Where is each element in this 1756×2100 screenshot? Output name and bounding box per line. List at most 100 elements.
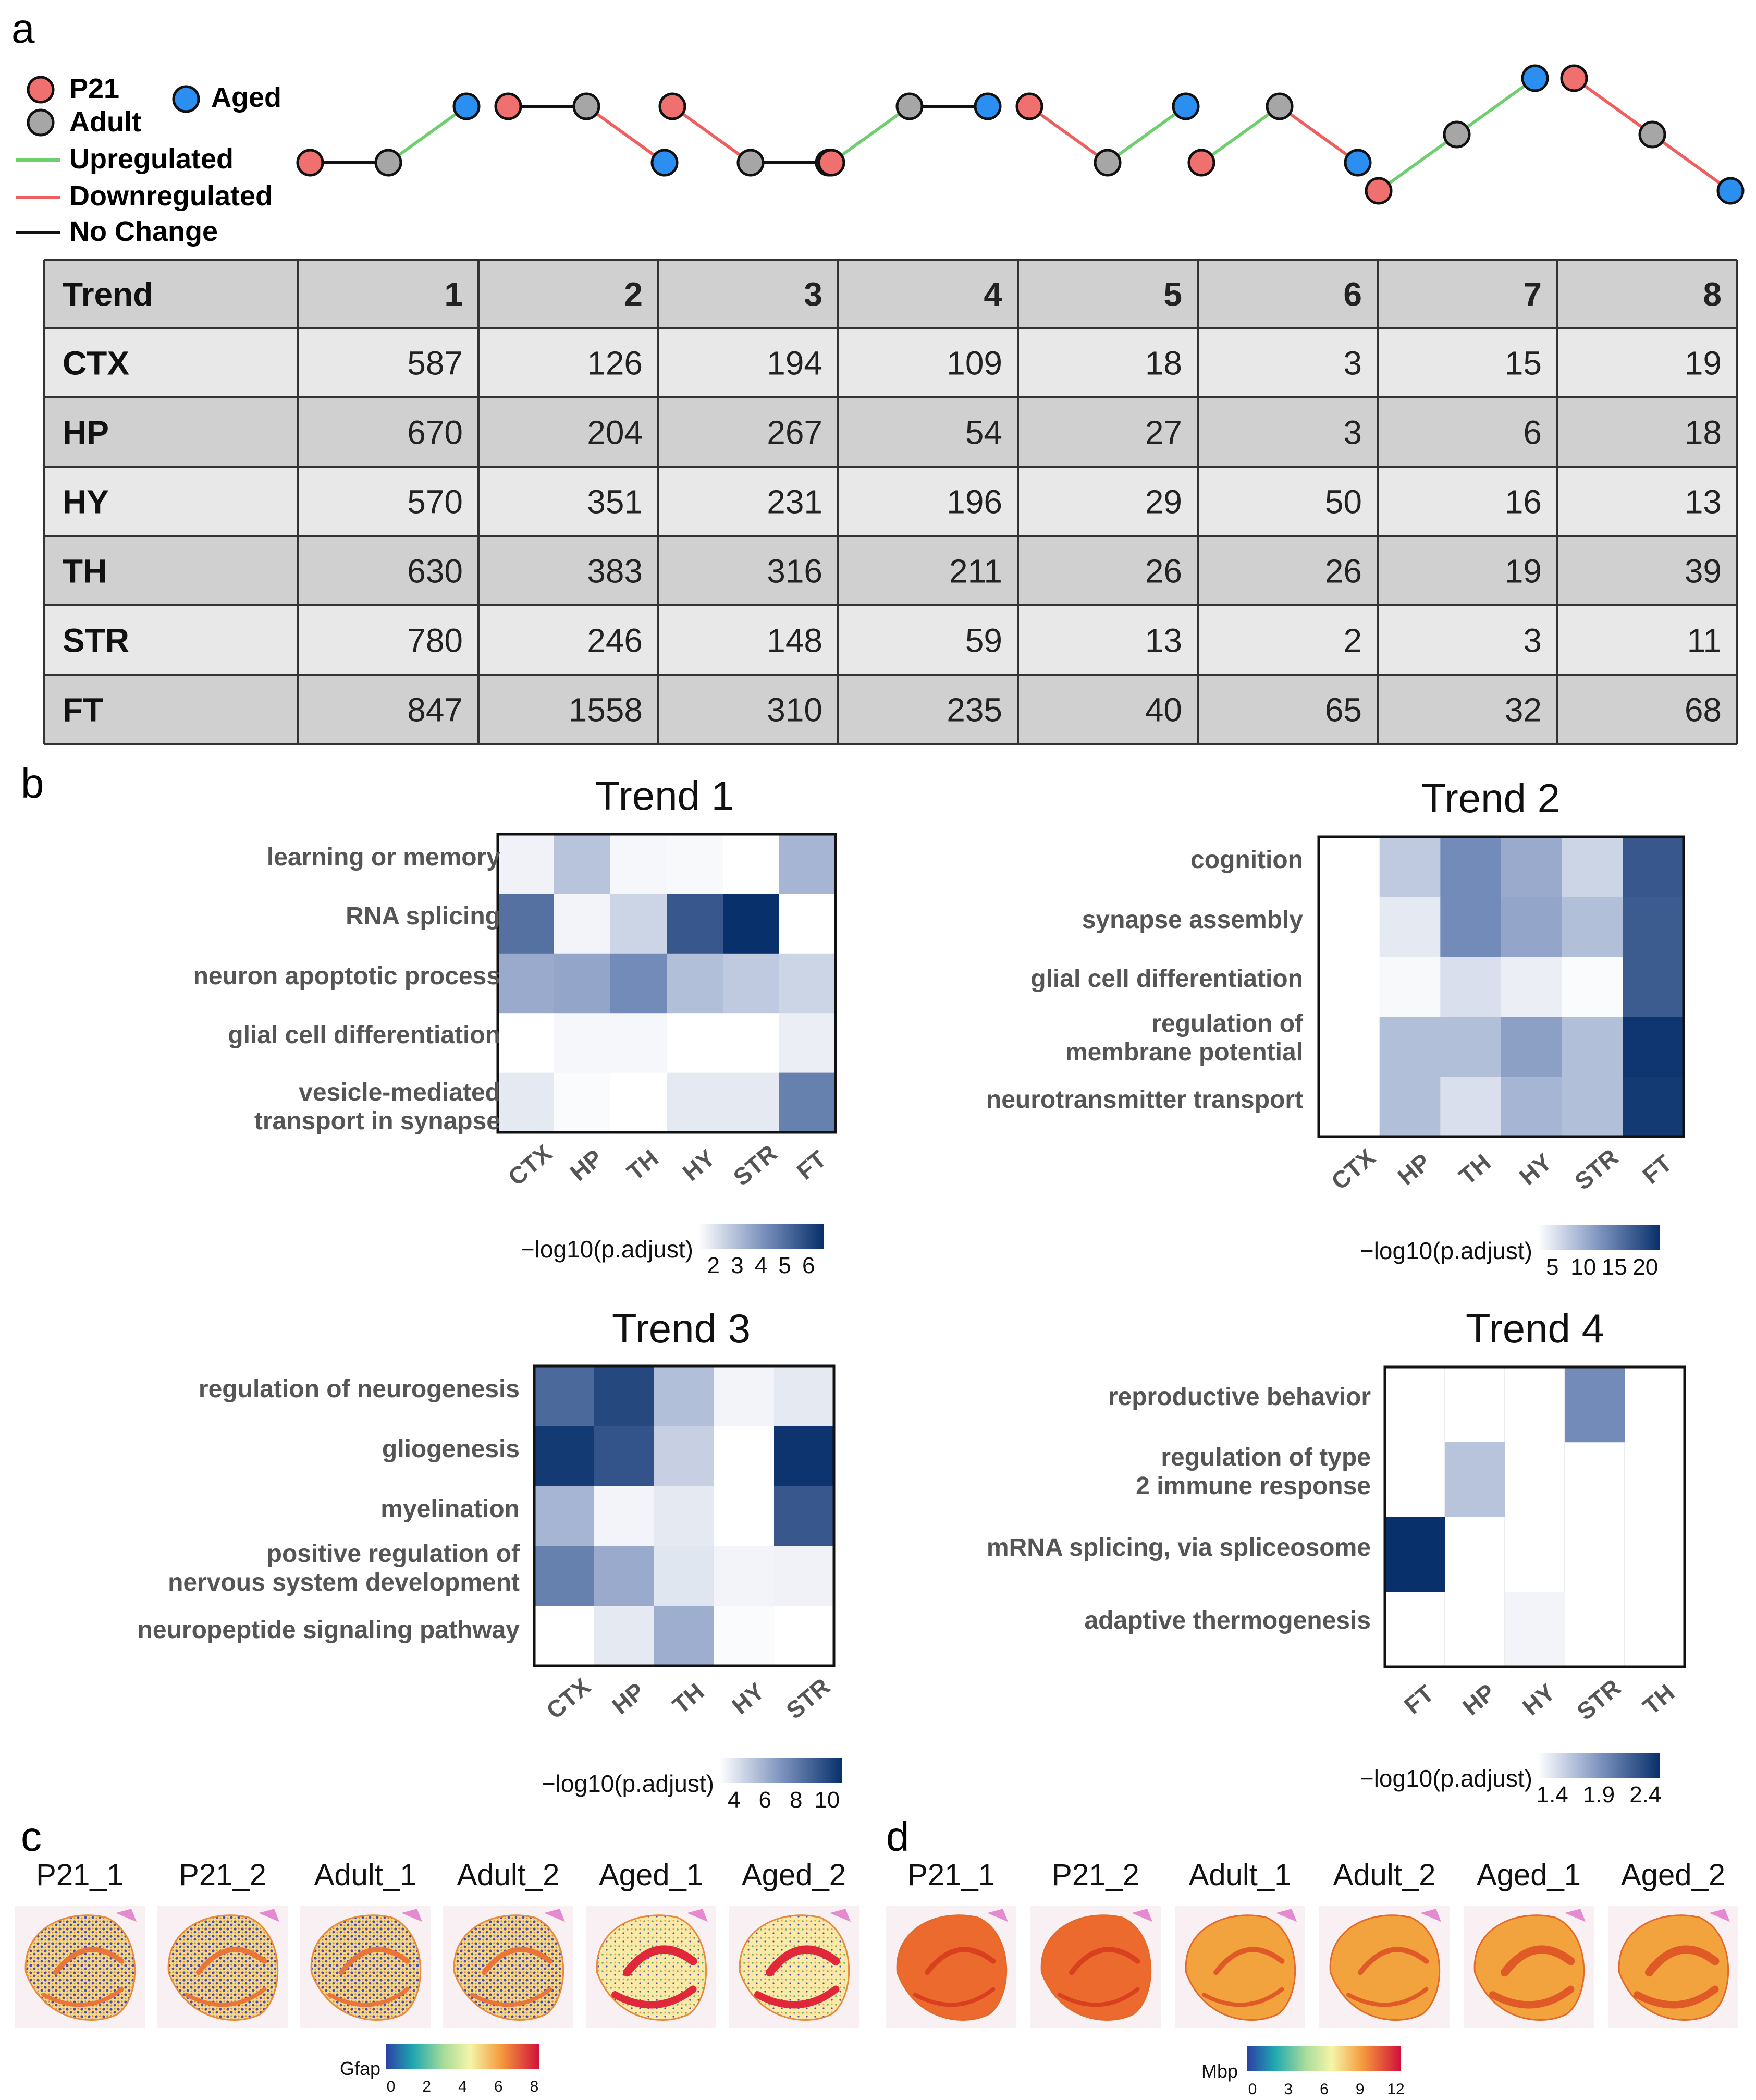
heatmap-4: Trend 4 reproductive behavior regulation o… [987, 1305, 1686, 1808]
spatial-colorbar-tick: 8 [530, 2078, 539, 2095]
table-header-cell: 4 [984, 276, 1002, 313]
edge-artifact [1276, 1909, 1297, 1922]
edge-artifact [116, 1909, 137, 1922]
adult-dot [1443, 120, 1471, 149]
heatmap-cell [654, 1606, 715, 1666]
ventral-band [185, 1987, 267, 2007]
spatial-sample-label: P21_2 [1052, 1858, 1139, 1892]
ventral-band [1634, 1985, 1719, 2009]
table-header-cell: 1 [444, 276, 463, 313]
heatmap-cell [554, 953, 611, 1014]
p21-dot [296, 149, 324, 177]
table-region-label: HY [63, 483, 109, 521]
colorbar-tick: 2 [707, 1253, 720, 1278]
spatial-sample-gfap-4: Adult_2 [443, 1858, 573, 2028]
heatmap-row-label: reproductive behavior [1108, 1383, 1371, 1411]
heatmap-cell [667, 1013, 723, 1073]
heatmap-cell [1501, 957, 1563, 1017]
heatmap-cell [1319, 1077, 1380, 1137]
colorbar-tick: 5 [1546, 1254, 1558, 1280]
heatmap-col-label: HP [607, 1677, 649, 1719]
colorbar [1538, 1753, 1660, 1778]
heatmap-cell [610, 953, 667, 1014]
spatial-expression-maps: P21_1 P21_2 Adult_1 Adult_2 Aged_1 Aged_2 Gfap… [15, 1858, 1738, 2098]
colorbar-tick: 6 [758, 1787, 771, 1813]
spatial-colorbar-tick: 4 [458, 2078, 467, 2095]
spatial-sample-label: Adult_1 [1189, 1858, 1292, 1892]
colorbar [1538, 1225, 1660, 1250]
trend-glyph-3 [658, 92, 843, 177]
table-row [44, 675, 1737, 744]
trend-glyph-segment [671, 105, 752, 164]
colorbar-tick: 2.4 [1629, 1782, 1661, 1808]
table-cell: 246 [587, 622, 643, 660]
heatmap-cell [779, 1013, 836, 1073]
heatmap-cell [714, 1606, 775, 1666]
spatial-sample-gfap-6: Aged_2 [729, 1858, 859, 2028]
heatmap-cell [610, 834, 667, 894]
heatmap-col-label: CTX [541, 1672, 595, 1724]
heatmap-cell [1501, 837, 1563, 897]
legend-p21-dot [27, 76, 55, 104]
heatmap-cell [654, 1426, 715, 1486]
heatmap-cell [1319, 957, 1380, 1017]
heatmap-row-label: positive regulation of nervous system dev… [168, 1540, 520, 1596]
heatmap-cell [1440, 897, 1502, 957]
adult-dot [572, 92, 600, 120]
heatmap-cell [654, 1366, 715, 1426]
trend-glyph-2 [494, 92, 679, 177]
ventral-band [913, 1987, 996, 2007]
heatmap-cell [594, 1546, 655, 1606]
white-matter-band [482, 1947, 553, 1975]
heatmap-cell [1440, 957, 1502, 1017]
spatial-sample-label: Aged_2 [742, 1858, 846, 1892]
heatmap-cell [1385, 1517, 1445, 1592]
spatial-sample-mbp-1: P21_1 [886, 1858, 1016, 2028]
heatmap-col-label: STR [1569, 1143, 1624, 1195]
heatmap-col-label: STR [728, 1139, 782, 1191]
heatmap-col-label: HP [1457, 1678, 1500, 1720]
heatmap-title: Trend 4 [1466, 1305, 1604, 1351]
table-cell: 15 [1505, 345, 1542, 382]
table-region-label: CTX [63, 345, 129, 382]
p21-dot [658, 92, 686, 120]
trend-count-table: Trend 1 2 3 4 5 6 7 8 CTX 587 126 194 109 18 3 15 19 HP 670… [43, 259, 1738, 745]
heatmap-cell [1379, 1017, 1441, 1077]
spatial-sample-label: Adult_1 [314, 1858, 417, 1892]
colorbar-title: −log10(p.adjust) [542, 1770, 714, 1797]
colorbar-tick: 6 [802, 1253, 815, 1278]
heatmap-col-label: TH [667, 1678, 709, 1719]
heatmap-col-label: HY [678, 1144, 720, 1186]
legend-adult-label: Adult [69, 106, 141, 138]
heatmap-cell [1440, 1017, 1502, 1077]
heatmap-cell [1445, 1442, 1505, 1517]
table-cell: 26 [1145, 553, 1182, 590]
table-cell: 59 [965, 622, 1002, 660]
table-cell: 194 [767, 345, 822, 382]
ventral-band [327, 1987, 410, 2007]
heatmap-col-label: STR [781, 1672, 835, 1724]
table-cell: 26 [1325, 553, 1362, 590]
table-header-cell: 2 [624, 276, 643, 313]
spatial-sample-label: Adult_2 [1333, 1858, 1436, 1892]
colorbar-tick: 20 [1632, 1254, 1658, 1280]
spatial-colorbar-tick: 6 [494, 2078, 503, 2095]
heatmap-cell [723, 834, 780, 894]
table-cell: 196 [947, 483, 1002, 521]
white-matter-band [1213, 1947, 1285, 1975]
trend-glyph-1 [296, 92, 481, 177]
heatmap-col-label: FT [791, 1145, 831, 1185]
spatial-colorbar-tick: 2 [422, 2078, 431, 2095]
heatmap-cell [774, 1486, 834, 1546]
heatmap-row-label: adaptive thermogenesis [1084, 1607, 1371, 1634]
table-cell: 19 [1685, 345, 1722, 382]
heatmap-cell [1562, 837, 1623, 897]
heatmap-row-label: neuron apoptotic process [193, 962, 500, 990]
table-cell: 267 [767, 414, 822, 451]
adult-dot [1266, 92, 1294, 120]
colorbar-title: −log10(p.adjust) [521, 1236, 693, 1263]
heatmap-cell [610, 894, 667, 954]
spatial-sample-mbp-4: Adult_2 [1319, 1858, 1450, 2028]
table-header-cell: 8 [1703, 276, 1722, 313]
